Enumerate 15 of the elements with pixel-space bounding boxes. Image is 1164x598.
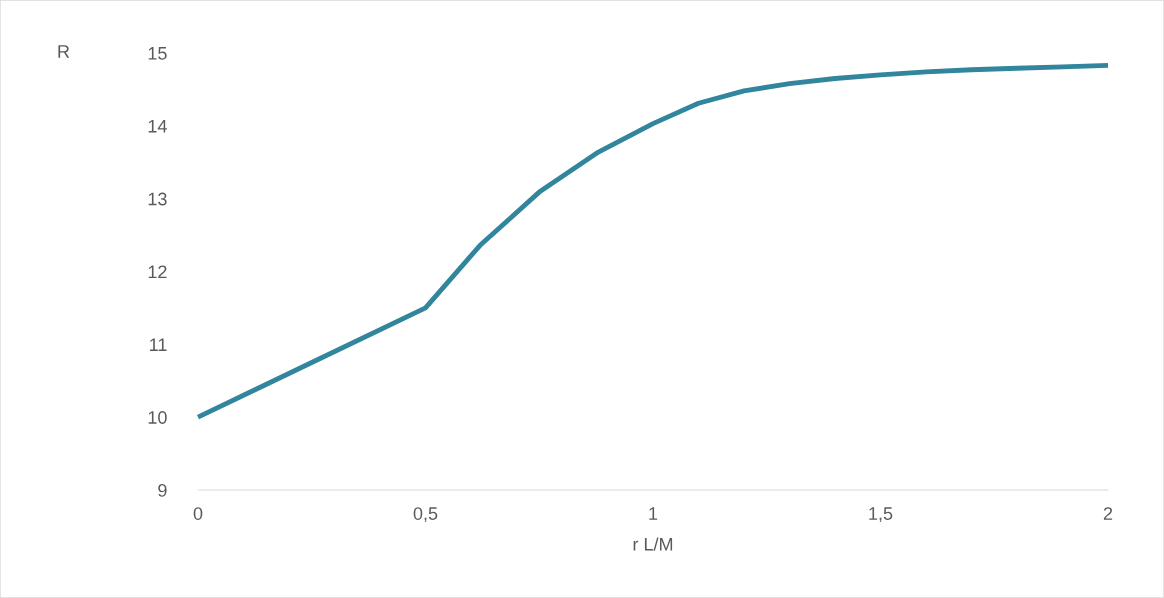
x-tick-label: 2 bbox=[1103, 507, 1113, 520]
x-tick-label: 0 bbox=[193, 507, 203, 520]
x-tick-label: 1 bbox=[649, 507, 658, 520]
x-axis-title: r L/M bbox=[633, 537, 673, 551]
y-tick-label: 15 bbox=[148, 47, 167, 60]
y-tick-label: 9 bbox=[158, 483, 167, 497]
y-axis-title: R bbox=[58, 45, 70, 58]
y-tick-label: 12 bbox=[148, 265, 167, 279]
line-series bbox=[195, 62, 1111, 420]
x-tick-label: 1,5 bbox=[869, 507, 893, 523]
y-tick-label: 11 bbox=[150, 338, 167, 351]
y-tick-label: 14 bbox=[148, 119, 167, 133]
y-tick-label: 13 bbox=[148, 192, 167, 206]
x-tick-label: 0,5 bbox=[413, 507, 438, 523]
y-tick-label: 10 bbox=[148, 411, 167, 424]
